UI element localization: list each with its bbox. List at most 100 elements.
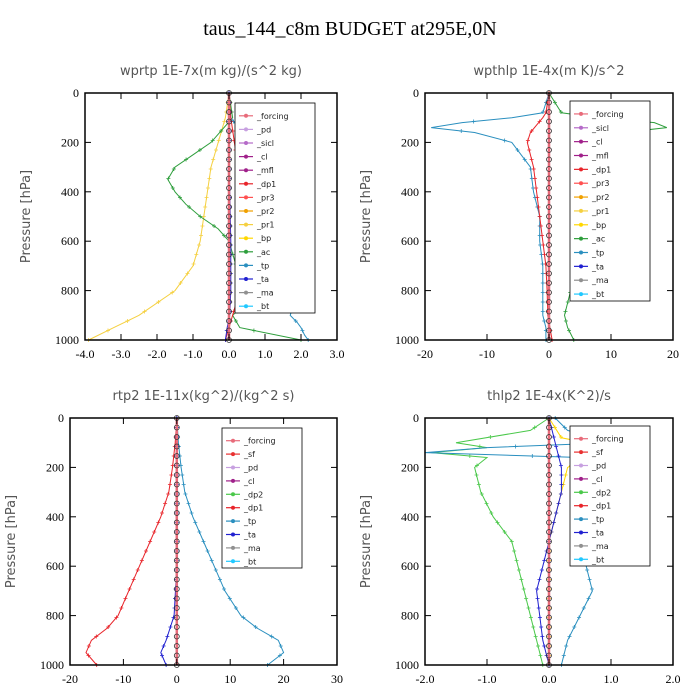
legend-label: _dp1 xyxy=(256,180,276,189)
marker-forcing xyxy=(226,137,232,144)
marker-ta xyxy=(551,520,556,525)
marker-ta xyxy=(537,615,542,620)
marker-forcing xyxy=(173,491,180,497)
marker-tp xyxy=(515,148,520,152)
x-tick-label: -2.0 xyxy=(416,672,435,686)
marker-dp2 xyxy=(484,501,489,506)
panel-title: thlp2 1E-4x(K^2)/s xyxy=(487,389,611,404)
marker-forcing xyxy=(546,156,552,163)
x-tick-label: 20 xyxy=(278,672,290,686)
marker-pr1 xyxy=(105,328,110,333)
marker-tp xyxy=(253,625,258,629)
legend-marker xyxy=(579,222,583,227)
marker-forcing xyxy=(226,270,232,277)
marker-forcing xyxy=(546,557,552,564)
marker-forcing xyxy=(546,223,552,229)
marker-ac xyxy=(210,138,215,143)
marker-tp xyxy=(540,271,545,276)
legend-label: _ac xyxy=(256,248,270,257)
marker-forcing xyxy=(173,443,180,450)
marker-ta xyxy=(542,644,547,648)
marker-dp2 xyxy=(524,596,529,601)
legend-box xyxy=(234,102,316,314)
marker-forcing xyxy=(173,462,180,469)
marker-forcing xyxy=(226,299,232,305)
marker-forcing xyxy=(546,595,552,602)
legend-label: _forcing xyxy=(243,437,276,446)
marker-pr1 xyxy=(216,138,221,143)
legend-box xyxy=(569,100,651,302)
legend-label: _tp xyxy=(591,249,604,258)
y-tick-label: 200 xyxy=(401,135,419,149)
legend-label: _mfl xyxy=(591,152,609,161)
y-tick-label: 800 xyxy=(401,284,419,298)
marker-forcing xyxy=(173,586,180,592)
marker-pr1 xyxy=(207,176,212,181)
y-axis-label: Pressure [hPa] xyxy=(359,170,374,263)
marker-forcing xyxy=(546,280,552,286)
marker-forcing xyxy=(226,147,232,153)
legend-label: _pd xyxy=(591,462,606,471)
legend-label: _forcing xyxy=(256,112,289,121)
marker-dp1 xyxy=(544,110,549,114)
legend-marker xyxy=(244,127,248,132)
x-tick-label: 0.0 xyxy=(542,672,557,686)
marker-ac xyxy=(233,319,238,323)
marker-dp1 xyxy=(94,634,99,639)
legend-marker xyxy=(579,517,583,522)
x-tick-label: 0 xyxy=(174,672,180,686)
y-tick-label: 600 xyxy=(401,559,419,573)
legend-marker xyxy=(579,153,583,158)
marker-dp1 xyxy=(536,205,541,209)
legend-marker xyxy=(579,490,583,495)
marker-forcing xyxy=(226,99,232,106)
legend-marker xyxy=(579,167,583,172)
marker-tp xyxy=(278,644,283,648)
legend-label: _ma xyxy=(243,544,261,553)
legend-marker xyxy=(579,292,583,297)
y-axis-label: Pressure [hPa] xyxy=(4,495,19,588)
marker-tp xyxy=(293,319,298,323)
y-tick-label: 200 xyxy=(46,460,64,474)
marker-tp xyxy=(540,281,545,285)
legend-marker xyxy=(231,545,235,550)
marker-tp xyxy=(562,425,567,430)
legend-marker xyxy=(244,154,248,159)
marker-forcing xyxy=(546,109,552,115)
marker-dp1 xyxy=(543,262,548,266)
marker-dp2 xyxy=(516,568,521,572)
legend-marker xyxy=(579,208,583,213)
x-tick-label: 1.0 xyxy=(604,672,619,686)
plot-frame xyxy=(69,417,338,666)
legend-marker xyxy=(244,290,248,295)
marker-tp xyxy=(586,596,591,601)
marker-tp xyxy=(572,625,577,629)
marker-forcing xyxy=(173,500,180,507)
marker-dp1 xyxy=(542,252,547,257)
legend-marker xyxy=(579,543,583,548)
marker-pr1 xyxy=(170,290,175,295)
marker-dp1 xyxy=(160,511,165,515)
marker-dp1 xyxy=(127,587,132,591)
marker-pr1 xyxy=(213,148,218,152)
x-tick-label: -3.0 xyxy=(112,347,131,361)
marker-pr1 xyxy=(201,214,206,219)
marker-dp1 xyxy=(135,568,140,572)
legend-label: _forcing xyxy=(591,110,624,119)
marker-ta xyxy=(554,511,559,515)
marker-ta xyxy=(161,644,166,648)
legend-label: _ta xyxy=(243,531,256,540)
legend-marker xyxy=(244,304,248,309)
legend-marker xyxy=(579,125,583,130)
marker-forcing xyxy=(226,185,232,191)
legend-label: _dp1 xyxy=(243,504,263,513)
marker-ta xyxy=(536,606,541,610)
marker-forcing xyxy=(546,652,552,659)
marker-forcing xyxy=(546,175,552,182)
legend-marker xyxy=(579,195,583,200)
marker-tp xyxy=(513,444,518,449)
marker-tp xyxy=(227,596,232,601)
y-tick-label: 1000 xyxy=(40,658,64,672)
legend-label: _ac xyxy=(591,235,605,244)
